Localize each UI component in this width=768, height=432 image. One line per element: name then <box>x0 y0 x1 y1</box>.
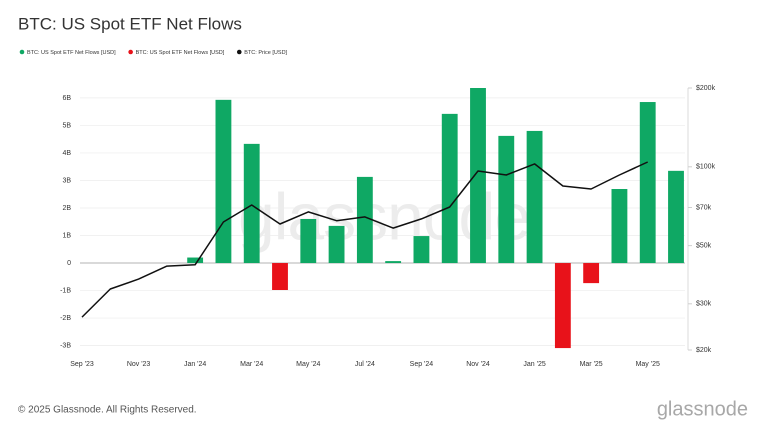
y-tick-label: 2B <box>62 205 71 212</box>
x-tick-label: Jan '24 <box>184 361 206 368</box>
y-tick-label: 1B <box>62 232 71 239</box>
legend-label: BTC: US Spot ETF Net Flows [USD] <box>136 50 225 56</box>
y-tick-label: 6B <box>62 95 71 102</box>
y-tick-label: 4B <box>62 150 71 157</box>
bar <box>243 143 260 264</box>
x-tick-label: Sep '23 <box>70 361 94 368</box>
bar <box>300 219 317 264</box>
bar <box>611 189 628 264</box>
bar <box>441 113 458 264</box>
x-tick-label: Mar '24 <box>240 361 263 368</box>
bar <box>554 263 571 349</box>
legend-swatch <box>128 49 133 55</box>
bar <box>639 102 656 264</box>
x-tick-label: Nov '23 <box>127 361 151 368</box>
bar <box>583 263 600 284</box>
y-tick-label: -2B <box>60 315 71 322</box>
x-tick-label: Jan '25 <box>523 361 545 368</box>
x-tick-label: Nov '24 <box>466 361 490 368</box>
chart-title: BTC: US Spot ETF Net Flows <box>18 14 242 33</box>
bar <box>413 236 430 264</box>
bar <box>526 130 543 264</box>
bar <box>668 170 684 264</box>
bar <box>272 263 288 291</box>
footer: © 2025 Glassnode. All Rights Reserved. <box>18 405 197 416</box>
bar <box>385 261 402 264</box>
y2-tick-label: $100k <box>696 164 716 171</box>
y2-tick-label: $50k <box>696 243 712 250</box>
y-tick-label: -1B <box>60 287 71 294</box>
y2-tick-label: $30k <box>696 301 712 308</box>
y-tick-label: -3B <box>60 342 71 349</box>
x-tick-label: May '24 <box>296 361 320 368</box>
x-tick-label: May '25 <box>636 361 660 368</box>
legend-label: BTC: US Spot ETF Net Flows [USD] <box>27 50 116 56</box>
legend-swatch <box>236 49 242 55</box>
bar <box>498 135 515 264</box>
watermark: glassnode <box>238 179 530 253</box>
x-tick-label: Mar '25 <box>580 361 603 368</box>
y-tick-label: 0 <box>67 260 71 267</box>
x-tick-label: Jul '24 <box>355 361 375 368</box>
y2-tick-label: $70k <box>696 204 712 211</box>
bar <box>470 88 486 264</box>
bar <box>328 225 345 264</box>
bar <box>187 257 204 264</box>
price-line <box>81 161 649 318</box>
x-tick-label: Sep '24 <box>410 361 434 368</box>
bar <box>356 176 373 264</box>
legend-label: BTC: Price [USD] <box>244 50 287 56</box>
legend-swatch <box>19 49 25 55</box>
y-tick-label: 3B <box>62 177 71 184</box>
y-tick-label: 5B <box>62 122 71 129</box>
logo: glassnode <box>657 398 748 420</box>
y2-tick-label: $20k <box>696 347 712 354</box>
bar <box>215 99 232 264</box>
y2-tick-label: $200k <box>696 85 716 92</box>
